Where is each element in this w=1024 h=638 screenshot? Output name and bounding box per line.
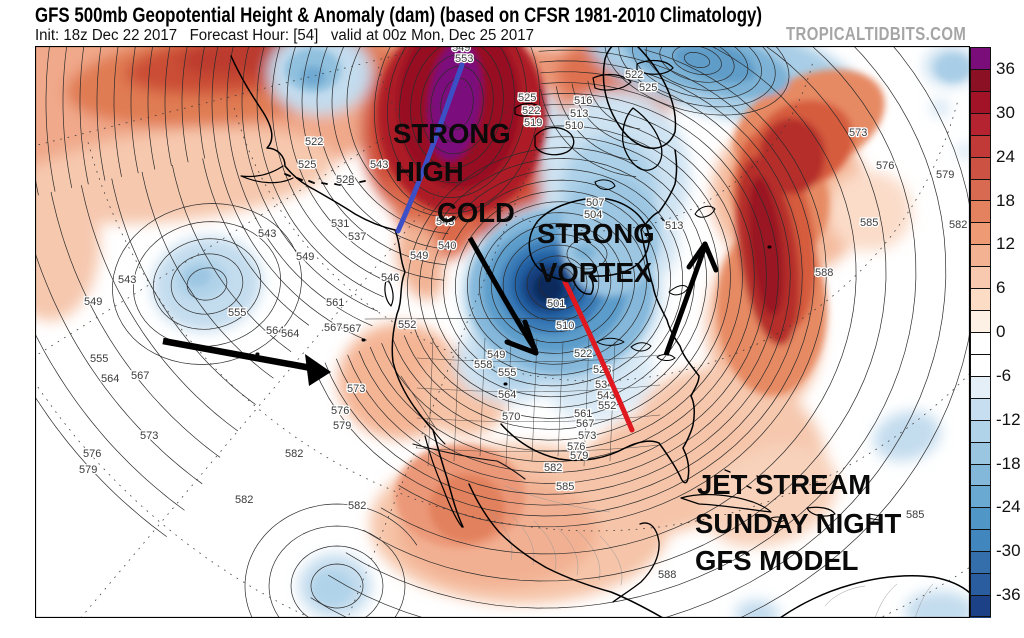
svg-text:510: 510 bbox=[565, 120, 583, 132]
svg-text:543: 543 bbox=[597, 390, 615, 402]
svg-text:588: 588 bbox=[658, 569, 676, 581]
svg-text:582: 582 bbox=[949, 219, 967, 231]
svg-text:522: 522 bbox=[574, 348, 592, 360]
svg-text:579: 579 bbox=[333, 420, 351, 432]
svg-text:567: 567 bbox=[343, 323, 361, 335]
svg-text:561: 561 bbox=[574, 408, 592, 420]
svg-text:579: 579 bbox=[936, 169, 954, 181]
svg-text:VORTEX: VORTEX bbox=[539, 257, 653, 288]
svg-text:576: 576 bbox=[331, 405, 349, 417]
svg-text:531: 531 bbox=[331, 218, 349, 230]
svg-text:510: 510 bbox=[556, 320, 574, 332]
svg-text:585: 585 bbox=[860, 217, 878, 229]
svg-text:567: 567 bbox=[131, 370, 149, 382]
svg-text:573: 573 bbox=[347, 383, 365, 395]
svg-text:543: 543 bbox=[370, 159, 388, 171]
svg-text:570: 570 bbox=[502, 411, 520, 423]
svg-text:555: 555 bbox=[90, 353, 108, 365]
svg-text:STRONG: STRONG bbox=[393, 118, 511, 149]
svg-text:STRONG: STRONG bbox=[537, 218, 655, 249]
svg-text:546: 546 bbox=[381, 272, 399, 284]
svg-text:585: 585 bbox=[556, 481, 574, 493]
svg-text:553: 553 bbox=[455, 53, 473, 65]
svg-text:JET STREAM: JET STREAM bbox=[697, 469, 871, 500]
svg-text:576: 576 bbox=[876, 160, 894, 172]
svg-text:501: 501 bbox=[547, 298, 565, 310]
svg-text:564: 564 bbox=[266, 325, 284, 337]
svg-text:528: 528 bbox=[336, 174, 354, 186]
svg-text:543: 543 bbox=[258, 228, 276, 240]
svg-text:582: 582 bbox=[348, 500, 366, 512]
svg-text:519: 519 bbox=[524, 117, 542, 129]
svg-text:537: 537 bbox=[348, 231, 366, 243]
svg-text:543: 543 bbox=[436, 216, 454, 228]
svg-text:576: 576 bbox=[83, 448, 101, 460]
svg-text:555: 555 bbox=[498, 367, 516, 379]
svg-text:522: 522 bbox=[625, 69, 643, 81]
svg-text:561: 561 bbox=[326, 297, 344, 309]
svg-text:582: 582 bbox=[285, 448, 303, 460]
svg-text:567: 567 bbox=[324, 322, 342, 334]
svg-text:525: 525 bbox=[639, 82, 657, 94]
svg-text:549: 549 bbox=[452, 46, 470, 54]
svg-text:GFS MODEL: GFS MODEL bbox=[695, 545, 858, 576]
svg-text:525: 525 bbox=[518, 92, 536, 104]
svg-text:564: 564 bbox=[281, 328, 299, 340]
svg-text:522: 522 bbox=[305, 136, 323, 148]
svg-text:540: 540 bbox=[438, 240, 456, 252]
svg-text:567: 567 bbox=[576, 418, 594, 430]
svg-text:552: 552 bbox=[598, 400, 616, 412]
svg-text:COLD: COLD bbox=[437, 197, 515, 228]
svg-text:555: 555 bbox=[228, 307, 246, 319]
svg-text:588: 588 bbox=[815, 267, 833, 279]
svg-text:558: 558 bbox=[474, 359, 492, 371]
svg-text:552: 552 bbox=[398, 319, 416, 331]
svg-text:549: 549 bbox=[487, 349, 505, 361]
svg-text:579: 579 bbox=[570, 450, 588, 462]
svg-text:SUNDAY NIGHT: SUNDAY NIGHT bbox=[695, 508, 901, 539]
svg-text:582: 582 bbox=[235, 494, 253, 506]
svg-text:573: 573 bbox=[140, 430, 158, 442]
svg-text:504: 504 bbox=[584, 209, 602, 221]
svg-text:516: 516 bbox=[574, 95, 592, 107]
svg-text:564: 564 bbox=[101, 373, 119, 385]
svg-text:579: 579 bbox=[79, 464, 97, 476]
svg-text:HIGH: HIGH bbox=[395, 156, 464, 187]
svg-text:549: 549 bbox=[410, 250, 428, 262]
svg-text:576: 576 bbox=[567, 441, 585, 453]
svg-text:543: 543 bbox=[118, 274, 136, 286]
svg-text:522: 522 bbox=[522, 105, 540, 117]
svg-text:507: 507 bbox=[586, 197, 604, 209]
svg-text:573: 573 bbox=[578, 430, 596, 442]
svg-text:513: 513 bbox=[570, 108, 588, 120]
svg-text:585: 585 bbox=[906, 509, 924, 521]
svg-text:582: 582 bbox=[544, 462, 562, 474]
svg-text:573: 573 bbox=[849, 127, 867, 139]
svg-text:549: 549 bbox=[296, 251, 314, 263]
svg-text:564: 564 bbox=[498, 389, 516, 401]
svg-text:525: 525 bbox=[298, 159, 316, 171]
svg-text:513: 513 bbox=[665, 220, 683, 232]
svg-text:549: 549 bbox=[84, 296, 102, 308]
